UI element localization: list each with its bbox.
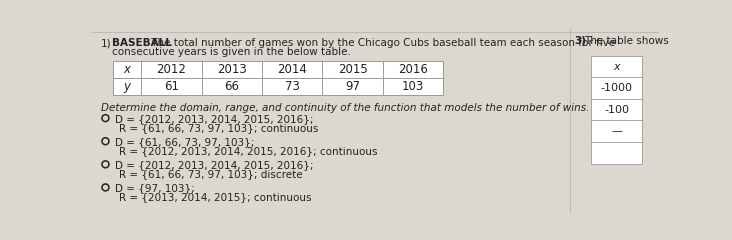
- Text: D = {2012, 2013, 2014, 2015, 2016};: D = {2012, 2013, 2014, 2015, 2016};: [115, 114, 313, 124]
- Text: -100: -100: [604, 105, 629, 115]
- Text: —: —: [611, 126, 622, 136]
- Text: D = {61, 66, 73, 97, 103};: D = {61, 66, 73, 97, 103};: [115, 137, 254, 147]
- Bar: [113, 61, 444, 95]
- Text: R = {61, 66, 73, 97, 103}; discrete: R = {61, 66, 73, 97, 103}; discrete: [119, 169, 303, 179]
- Text: x: x: [613, 61, 620, 72]
- Text: Determine the domain, range, and continuity of the function that models the numb: Determine the domain, range, and continu…: [101, 103, 589, 113]
- Text: 73: 73: [285, 80, 299, 93]
- Text: BASEBALL: BASEBALL: [112, 38, 171, 48]
- Text: -1000: -1000: [600, 83, 632, 93]
- Bar: [591, 56, 642, 163]
- Text: x: x: [124, 63, 130, 76]
- Text: D = {2012, 2013, 2014, 2015, 2016};: D = {2012, 2013, 2014, 2015, 2016};: [115, 161, 313, 170]
- Text: 1): 1): [101, 38, 111, 48]
- Text: The total number of games won by the Chicago Cubs baseball team each season for : The total number of games won by the Chi…: [148, 38, 616, 48]
- Text: 66: 66: [224, 80, 239, 93]
- Text: 3): 3): [575, 36, 586, 47]
- Text: 2012: 2012: [157, 63, 186, 76]
- Text: 2014: 2014: [277, 63, 307, 76]
- Text: 2016: 2016: [398, 63, 428, 76]
- Text: 2015: 2015: [337, 63, 367, 76]
- Text: R = {2013, 2014, 2015}; continuous: R = {2013, 2014, 2015}; continuous: [119, 192, 312, 202]
- Text: The table shows: The table shows: [584, 36, 669, 47]
- Text: 2013: 2013: [217, 63, 247, 76]
- Text: y: y: [124, 80, 130, 93]
- Text: R = {2012, 2013, 2014, 2015, 2016}; continuous: R = {2012, 2013, 2014, 2015, 2016}; cont…: [119, 146, 378, 156]
- Text: D = {97, 103};: D = {97, 103};: [115, 184, 195, 194]
- Text: R = {61, 66, 73, 97, 103}; continuous: R = {61, 66, 73, 97, 103}; continuous: [119, 123, 318, 133]
- Text: 103: 103: [402, 80, 425, 93]
- Text: 97: 97: [346, 80, 360, 93]
- Text: 61: 61: [164, 80, 179, 93]
- Text: consecutive years is given in the below table.: consecutive years is given in the below …: [112, 47, 351, 56]
